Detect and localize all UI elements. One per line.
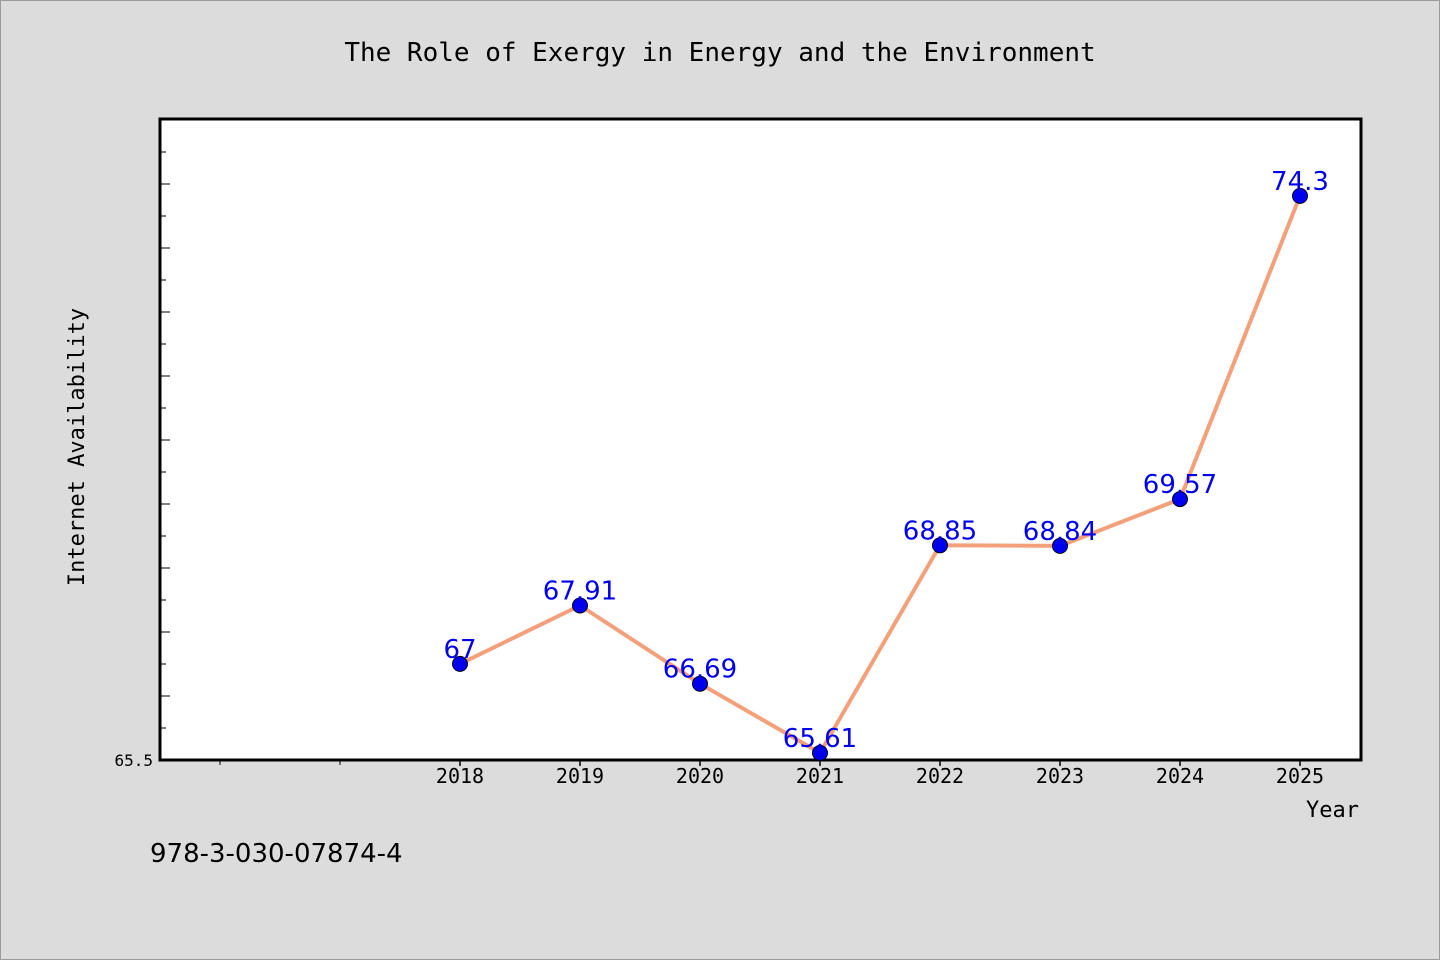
x-tick-label: 2018 [436,764,484,788]
isbn-footer: 978-3-030-07874-4 [150,839,403,869]
data-point [1292,187,1308,204]
x-tick-label: 2022 [916,764,964,788]
x-axis-label: Year [1306,798,1359,823]
data-point [812,744,828,761]
data-label: 67 [443,635,476,665]
series-line [458,193,1302,755]
data-label: 68.84 [1023,517,1097,547]
data-label: 68.85 [903,516,977,546]
data-point [692,675,708,692]
y-tick-label: 65.5 [114,751,153,770]
data-label: 65.61 [783,724,857,754]
chart-title: The Role of Exergy in Energy and the Env… [344,38,1095,68]
data-point [932,537,948,554]
data-point [452,655,468,672]
data-label: 66.69 [663,655,737,685]
x-tick-label: 2025 [1276,764,1324,788]
x-axis-tick-labels: 2018 2019 2020 2021 2022 2023 2024 2025 [436,764,1324,788]
series-markers [452,187,1308,761]
data-label: 69.57 [1143,470,1217,500]
x-axis-ticks [219,760,1301,766]
data-point [572,597,588,614]
x-tick-label: 2024 [1156,764,1204,788]
data-label: 67.91 [543,577,617,607]
plot-area [158,117,1363,762]
x-tick-label: 2019 [556,764,604,788]
data-label: 74.3 [1271,167,1329,197]
y-axis-label: Internet Availability [65,308,90,586]
x-tick-label: 2020 [676,764,724,788]
data-labels: 67 67.91 66.69 65.61 68.85 68.84 69.57 74.3 [443,167,1328,754]
data-point [1172,491,1188,508]
data-point [1052,537,1068,554]
x-tick-label: 2021 [796,764,844,788]
x-tick-label: 2023 [1036,764,1084,788]
y-axis-ticks [160,151,170,729]
